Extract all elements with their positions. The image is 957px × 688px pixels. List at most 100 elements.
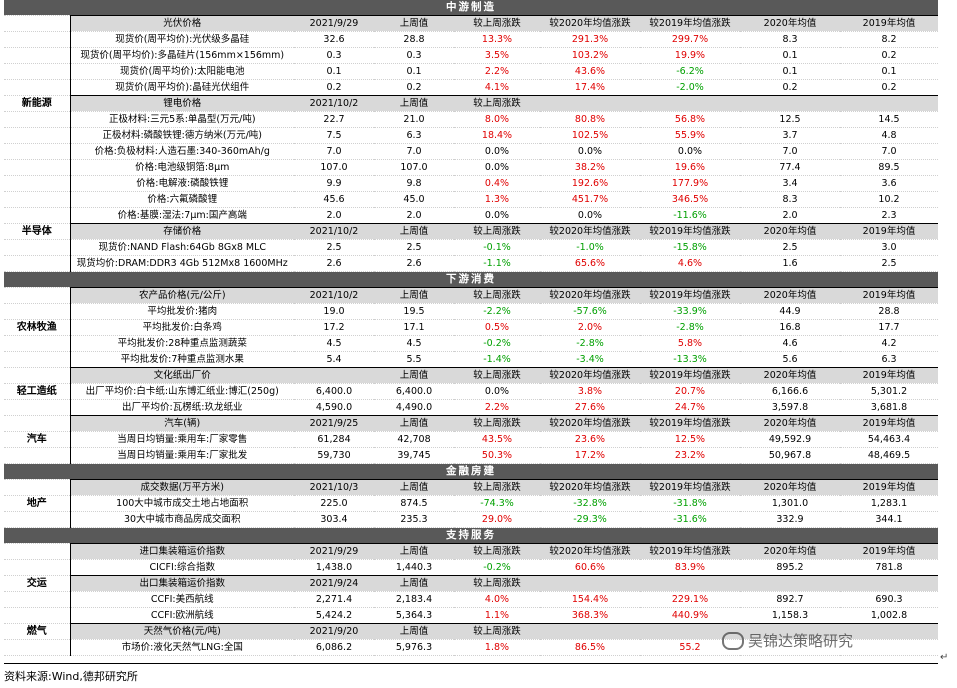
table-cell: 55.9% — [640, 127, 740, 144]
header-cell — [740, 575, 840, 592]
table-cell: 2,271.4 — [294, 591, 374, 608]
row-label: 出厂平均价:白卡纸:山东博汇纸业:博汇(250g) — [70, 383, 294, 400]
row-label: 价格:电解液:磷酸铁锂 — [70, 175, 294, 192]
table-header-row: 进口集装箱运价指数 2021/9/29 上周值 较上周涨跌 较2020年均值涨跌 较201… — [4, 543, 938, 560]
table-cell: 4.6% — [640, 255, 740, 272]
table-cell: 2.2% — [454, 63, 540, 80]
table-cell: 0.4% — [454, 175, 540, 192]
table-cell: 38.2% — [540, 159, 640, 176]
table-cell: 2.6 — [374, 255, 454, 272]
header-cell: 较上周涨跌 — [454, 287, 540, 304]
row-label: 汽车(辆) — [70, 415, 294, 432]
header-cell: 上周值 — [374, 287, 454, 304]
sector-label: 地产 — [4, 495, 71, 512]
header-cell: 较上周涨跌 — [454, 367, 540, 384]
table-cell: 2.5 — [374, 239, 454, 256]
table-cell: 10.2 — [840, 191, 938, 208]
header-cell: 较2019年均值涨跌 — [640, 367, 740, 384]
header-cell: 较2020年均值涨跌 — [540, 367, 640, 384]
sector-label — [4, 639, 71, 656]
header-cell: 上周值 — [374, 415, 454, 432]
table-cell: 19.9% — [640, 47, 740, 64]
sector-label — [4, 207, 71, 224]
section-band-title: 支持服务 — [4, 527, 938, 544]
table-cell: 9.8 — [374, 175, 454, 192]
table-row: 汽车 当周日均销量:乘用车:厂家零售 61,284 42,708 43.5% 23.6% 1… — [4, 431, 938, 448]
sector-label — [4, 143, 71, 160]
table-cell: 0.1 — [740, 63, 840, 80]
table-cell: -0.2% — [454, 335, 540, 352]
table-cell: 0.1 — [740, 47, 840, 64]
table-cell: -15.8% — [640, 239, 740, 256]
table-cell: 1,438.0 — [294, 559, 374, 576]
table-header-row: 汽车(辆) 2021/9/25 上周值 较上周涨跌 较2020年均值涨跌 较2019年均值… — [4, 415, 938, 432]
table-cell: 0.3 — [294, 47, 374, 64]
table-cell: 7.0 — [840, 143, 938, 160]
table-row: 平均批发价:7种重点监测水果 5.4 5.5 -1.4% -3.4% -13.3% 5.6 6… — [4, 351, 938, 368]
section-band-title: 金融房建 — [4, 463, 938, 480]
sector-label — [4, 31, 71, 48]
table-cell: 22.7 — [294, 111, 374, 128]
table-cell: 1,301.0 — [740, 495, 840, 512]
header-cell: 2019年均值 — [840, 415, 938, 432]
table-cell: 225.0 — [294, 495, 374, 512]
table-cell: 229.1% — [640, 591, 740, 608]
table-row: 农林牧渔 平均批发价:白条鸡 17.2 17.1 0.5% 2.0% -2.8% 16.8 17… — [4, 319, 938, 336]
row-label: 出口集装箱运价指数 — [70, 575, 294, 592]
header-cell: 2020年均值 — [740, 15, 840, 32]
table-cell: 0.2 — [374, 79, 454, 96]
sector-label — [4, 447, 71, 464]
header-cell: 2021/9/25 — [294, 415, 374, 432]
header-cell: 2019年均值 — [840, 367, 938, 384]
table-cell: -13.3% — [640, 351, 740, 368]
section-band: 下游消费 — [4, 271, 938, 288]
row-label: 农产品价格(元/公斤) — [70, 287, 294, 304]
header-cell: 2020年均值 — [740, 223, 840, 240]
table-cell: -3.4% — [540, 351, 640, 368]
header-cell: 2021/9/29 — [294, 15, 374, 32]
table-cell: 4.6 — [740, 335, 840, 352]
table-cell: -2.0% — [640, 79, 740, 96]
table-cell: 50.3% — [454, 447, 540, 464]
table-row: 出厂平均价:瓦楞纸:玖龙纸业 4,590.0 4,490.0 2.2% 27.6% 24.… — [4, 399, 938, 416]
row-label: 价格:负极材料:人造石墨:340-360mAh/g — [70, 143, 294, 160]
row-label: 当周日均销量:乘用车:厂家零售 — [70, 431, 294, 448]
table-cell: 4.5 — [374, 335, 454, 352]
table-row: 现货价(周平均价):光伏级多晶硅 32.6 28.8 13.3% 291.3% 299.7… — [4, 31, 938, 48]
table-cell: 2.2% — [454, 399, 540, 416]
section-band: 支持服务 — [4, 527, 938, 544]
table-cell: 7.0 — [374, 143, 454, 160]
table-header-row: 新能源 锂电价格 2021/10/2 上周值 较上周涨跌 — [4, 95, 938, 112]
table-cell: 8.3 — [740, 191, 840, 208]
table-cell: 4,490.0 — [374, 399, 454, 416]
header-cell: 较上周涨跌 — [454, 15, 540, 32]
table-cell: 28.8 — [840, 303, 938, 320]
sector-label: 农林牧渔 — [4, 319, 71, 336]
sector-label — [4, 335, 71, 352]
table-cell: 103.2% — [540, 47, 640, 64]
table-cell: 346.5% — [640, 191, 740, 208]
header-cell: 较2020年均值涨跌 — [540, 223, 640, 240]
header-cell: 较上周涨跌 — [454, 95, 540, 112]
header-cell: 2019年均值 — [840, 15, 938, 32]
table-cell: 18.4% — [454, 127, 540, 144]
row-label: 30大中城市商品房成交面积 — [70, 511, 294, 528]
table-cell: 235.3 — [374, 511, 454, 528]
table-cell: 299.7% — [640, 31, 740, 48]
table-cell: 20.7% — [640, 383, 740, 400]
row-label: 平均批发价:28种重点监测蔬菜 — [70, 335, 294, 352]
table-cell: 49,592.9 — [740, 431, 840, 448]
row-label: 出厂平均价:瓦楞纸:玖龙纸业 — [70, 399, 294, 416]
table-cell: 54,463.4 — [840, 431, 938, 448]
table-cell: 690.3 — [840, 591, 938, 608]
table-cell: -1.1% — [454, 255, 540, 272]
table-cell: 0.0% — [540, 207, 640, 224]
table-cell: 4.5 — [294, 335, 374, 352]
table-cell: 0.0% — [640, 143, 740, 160]
table-cell: 2,183.4 — [374, 591, 454, 608]
header-cell: 较2020年均值涨跌 — [540, 479, 640, 496]
header-cell — [840, 575, 938, 592]
sector-label — [4, 479, 71, 496]
table-cell: 3.7 — [740, 127, 840, 144]
row-label: 正极材料:三元5系:单晶型(万元/吨) — [70, 111, 294, 128]
